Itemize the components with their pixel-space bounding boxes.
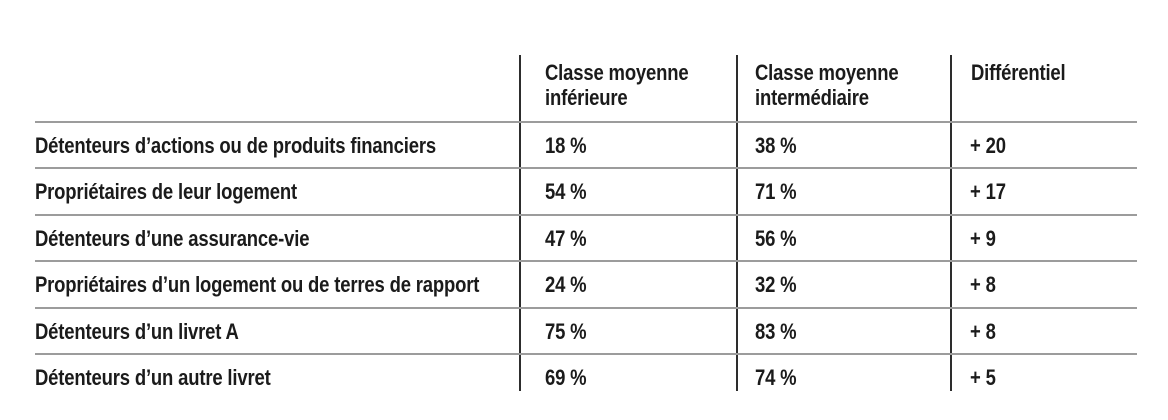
cell-classe-moyenne-intermediaire: 56 % — [755, 226, 797, 251]
cell-classe-moyenne-intermediaire: 71 % — [755, 179, 797, 204]
cell-classe-moyenne-intermediaire: 38 % — [755, 133, 797, 158]
column-header-classe-moyenne-intermediaire: Classe moyenne intermédiaire — [755, 60, 926, 110]
column-header-classe-moyenne-inferieure: Classe moyenne inférieure — [545, 60, 716, 110]
row-label: Détenteurs d’un autre livret — [35, 365, 271, 390]
table-row: Détenteurs d’un livret A 75 % 83 % + 8 — [0, 307, 1168, 354]
horizontal-rule — [35, 121, 1137, 123]
horizontal-rule — [35, 214, 1137, 216]
table-row: Détenteurs d’une assurance-vie 47 % 56 %… — [0, 214, 1168, 261]
horizontal-rule — [35, 353, 1137, 355]
column-header-label: Différentiel — [971, 60, 1066, 85]
horizontal-rule — [35, 167, 1137, 169]
cell-classe-moyenne-inferieure: 75 % — [545, 319, 587, 344]
horizontal-rule — [35, 307, 1137, 309]
row-label: Détenteurs d’un livret A — [35, 319, 239, 344]
cell-classe-moyenne-intermediaire: 32 % — [755, 272, 797, 297]
table-row: Détenteurs d’un autre livret 69 % 74 % +… — [0, 353, 1168, 400]
cell-classe-moyenne-intermediaire: 83 % — [755, 319, 797, 344]
cell-differentiel: + 8 — [970, 272, 996, 297]
cell-differentiel: + 17 — [970, 179, 1006, 204]
row-label: Détenteurs d’une assurance-vie — [35, 226, 310, 251]
row-label: Détenteurs d’actions ou de produits fina… — [35, 133, 436, 158]
cell-classe-moyenne-inferieure: 54 % — [545, 179, 587, 204]
cell-differentiel: + 20 — [970, 133, 1006, 158]
row-label: Propriétaires de leur logement — [35, 179, 297, 204]
horizontal-rule — [35, 260, 1137, 262]
cell-classe-moyenne-inferieure: 47 % — [545, 226, 587, 251]
column-divider-3 — [950, 55, 952, 391]
cell-differentiel: + 8 — [970, 319, 996, 344]
column-header-differentiel: Différentiel — [971, 60, 1084, 85]
table-row: Propriétaires d’un logement ou de terres… — [0, 260, 1168, 307]
row-label: Propriétaires d’un logement ou de terres… — [35, 272, 480, 297]
table-header-row: Classe moyenne inférieure Classe moyenne… — [0, 60, 1168, 122]
column-header-label: Classe moyenne intermédiaire — [755, 60, 899, 110]
column-header-label: Classe moyenne inférieure — [545, 60, 689, 110]
table-row: Propriétaires de leur logement 54 % 71 %… — [0, 167, 1168, 214]
cell-classe-moyenne-intermediaire: 74 % — [755, 365, 797, 390]
cell-differentiel: + 5 — [970, 365, 996, 390]
cell-differentiel: + 9 — [970, 226, 996, 251]
column-divider-2 — [736, 55, 738, 391]
column-divider-1 — [519, 55, 521, 391]
cell-classe-moyenne-inferieure: 24 % — [545, 272, 587, 297]
cell-classe-moyenne-inferieure: 18 % — [545, 133, 587, 158]
table-row: Détenteurs d’actions ou de produits fina… — [0, 121, 1168, 168]
cell-classe-moyenne-inferieure: 69 % — [545, 365, 587, 390]
